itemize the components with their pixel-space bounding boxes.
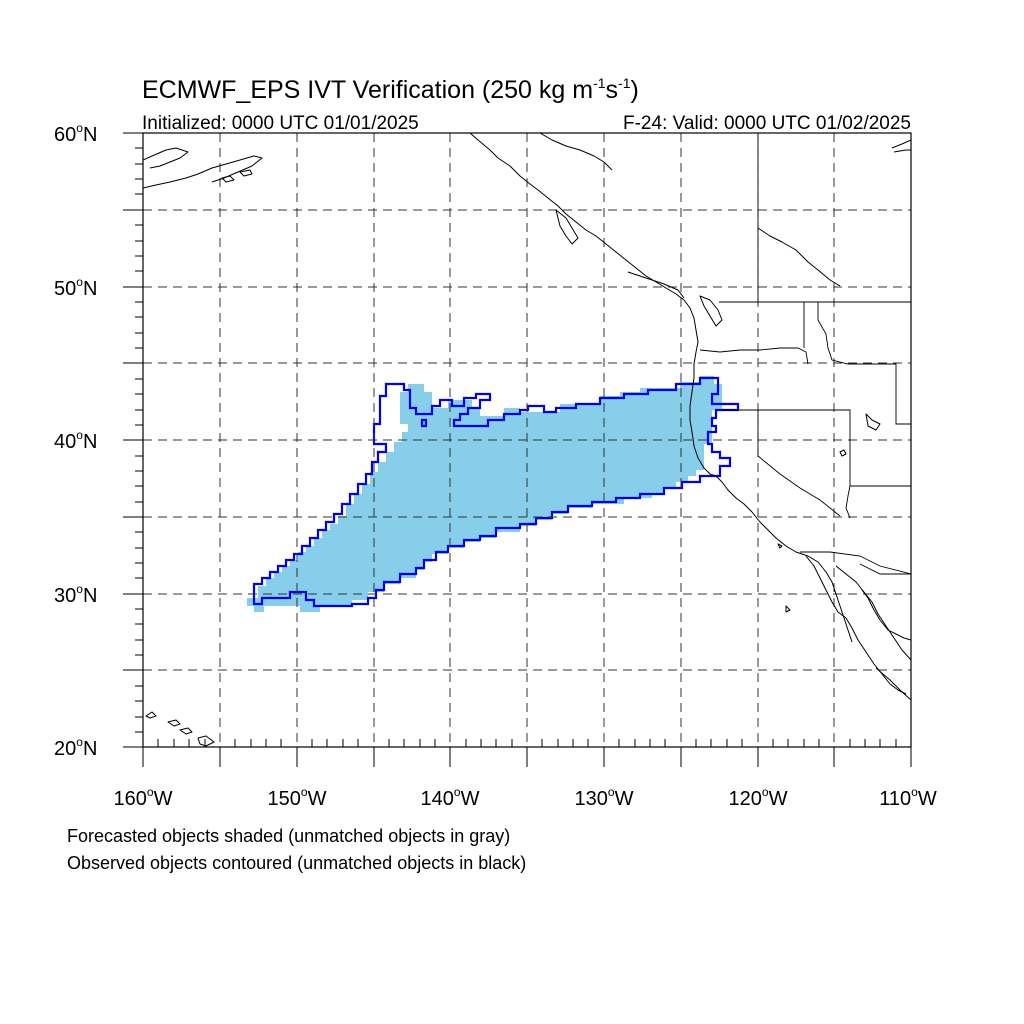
map-title: ECMWF_EPS IVT Verification (250 kg m-1s-… (142, 75, 639, 104)
map-area (143, 133, 911, 747)
coastlines (143, 133, 911, 747)
observed-object-contour (252, 376, 740, 608)
lat-label-40: 40oN (54, 428, 97, 453)
lat-lon-grid (143, 133, 911, 747)
longitude-labels: 160oW 150oW 140oW 130oW 120oW 110oW (114, 785, 937, 810)
lon-label-140w: 140oW (421, 785, 480, 810)
observed-legend-note: Observed objects contoured (unmatched ob… (67, 853, 526, 873)
lon-label-150w: 150oW (268, 785, 327, 810)
axis-ticks (123, 132, 912, 767)
political-borders (699, 133, 911, 575)
lon-label-120w: 120oW (729, 785, 788, 810)
forecast-object (247, 376, 722, 612)
lon-label-130w: 130oW (575, 785, 634, 810)
lon-label-160w: 160oW (114, 785, 173, 810)
valid-time-label: F-24: Valid: 0000 UTC 01/02/2025 (623, 113, 911, 134)
lon-label-110w: 110oW (879, 785, 937, 810)
lat-label-30: 30oN (54, 582, 97, 607)
lat-label-60: 60oN (54, 121, 97, 146)
latitude-labels: 60oN 50oN 40oN 30oN 20oN (54, 121, 97, 760)
forecast-legend-note: Forecasted objects shaded (unmatched obj… (67, 826, 510, 846)
lat-label-50: 50oN (54, 275, 97, 300)
init-time-label: Initialized: 0000 UTC 01/01/2025 (142, 113, 419, 134)
lat-label-20: 20oN (54, 735, 97, 760)
